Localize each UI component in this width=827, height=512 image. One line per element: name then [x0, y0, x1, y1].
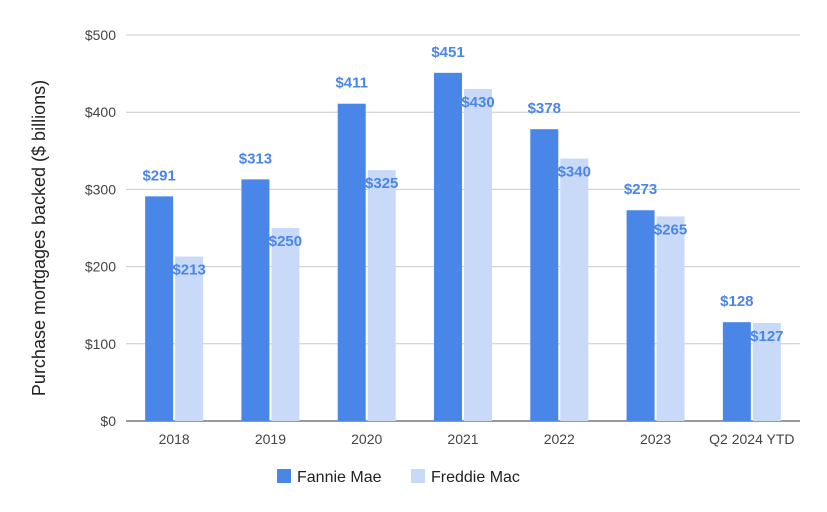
legend: Fannie Mae Freddie Mac — [277, 469, 520, 486]
y-tick-label: $300 — [85, 181, 116, 197]
data-label: $265 — [654, 221, 687, 238]
x-tick-label: 2020 — [351, 431, 382, 447]
legend-label: Fannie Mae — [297, 469, 382, 486]
data-label: $127 — [750, 328, 783, 345]
data-label: $451 — [431, 44, 464, 61]
bar-freddie-mac — [656, 216, 685, 421]
y-axis-ticks: $0 $100 $200 $300 $400 $500 — [85, 27, 116, 429]
x-tick-label: 2023 — [640, 431, 671, 447]
legend-swatch — [277, 469, 291, 483]
y-tick-label: $200 — [85, 259, 116, 275]
data-label: $291 — [142, 167, 175, 184]
bar-fannie-mae — [241, 179, 270, 421]
bar-freddie-mac — [367, 170, 396, 421]
bar-fannie-mae — [722, 322, 751, 421]
bar-freddie-mac — [560, 158, 589, 421]
bar-freddie-mac — [175, 256, 204, 421]
data-labels: $291 $213 $313 $250 $411 $325 $451 $430 $378 $340… — [142, 44, 783, 345]
bar-freddie-mac — [752, 322, 781, 421]
bar-fannie-mae — [145, 196, 174, 421]
bar-fannie-mae — [626, 210, 655, 421]
data-label: $313 — [239, 150, 272, 167]
data-label: $430 — [461, 94, 494, 111]
data-label: $340 — [558, 164, 591, 181]
x-tick-label: 2022 — [544, 431, 575, 447]
x-tick-label: 2018 — [159, 431, 190, 447]
y-tick-label: $500 — [85, 27, 116, 43]
bar-fannie-mae — [530, 129, 559, 421]
bars — [145, 72, 781, 421]
legend-swatch — [411, 469, 425, 483]
bar-fannie-mae — [434, 72, 462, 421]
data-label: $325 — [365, 175, 398, 192]
data-label: $250 — [269, 233, 302, 250]
data-label: $378 — [528, 100, 561, 117]
y-tick-label: $400 — [85, 104, 116, 120]
bar-freddie-mac — [271, 228, 300, 421]
x-tick-label: 2019 — [255, 431, 286, 447]
data-label: $411 — [335, 75, 368, 92]
data-label: $128 — [720, 293, 753, 310]
x-tick-label: 2021 — [447, 431, 478, 447]
data-label: $273 — [624, 181, 657, 198]
y-tick-label: $100 — [85, 336, 116, 352]
y-tick-label: $0 — [100, 413, 116, 429]
x-tick-label: Q2 2024 YTD — [709, 431, 794, 447]
y-axis-title: Purchase mortgages backed ($ billions) — [29, 80, 49, 396]
x-axis-ticks: 2018 2019 2020 2021 2022 2023 Q2 2024 YTD — [159, 431, 795, 447]
data-label: $213 — [172, 262, 205, 279]
legend-label: Freddie Mac — [431, 469, 520, 486]
gridlines — [126, 34, 800, 422]
bar-fannie-mae — [337, 103, 366, 421]
bar-freddie-mac — [464, 89, 492, 421]
